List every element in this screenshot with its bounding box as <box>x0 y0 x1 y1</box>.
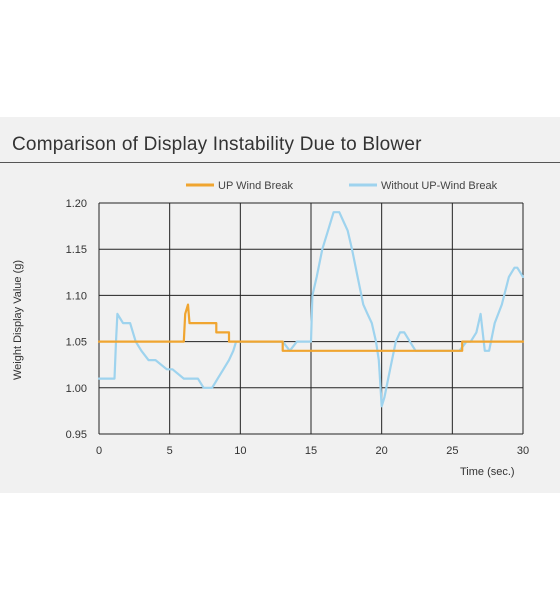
x-tick-label: 10 <box>234 445 246 457</box>
y-tick-label: 1.10 <box>66 290 87 302</box>
x-tick-label: 5 <box>167 445 173 457</box>
y-tick-label: 1.00 <box>66 383 87 395</box>
tick-labels: 0 5 10 15 20 25 30 1.20 1.15 1.10 1.05 1.00 0.95 <box>66 198 530 457</box>
legend: UP Wind Break Without UP-Wind Break <box>186 180 498 192</box>
y-tick-label: 1.15 <box>66 244 87 256</box>
legend-label-up-wind-break: UP Wind Break <box>218 180 293 192</box>
series-lines <box>97 211 525 408</box>
x-axis-label: Time (sec.) <box>460 466 515 478</box>
x-tick-label: 30 <box>517 445 529 457</box>
x-tick-label: 15 <box>305 445 317 457</box>
title-divider <box>0 162 560 163</box>
chart-title: Comparison of Display Instability Due to… <box>12 134 422 155</box>
y-tick-label: 1.05 <box>66 337 87 349</box>
y-axis-label: Weight Display Value (g) <box>12 260 24 380</box>
x-tick-label: 20 <box>376 445 388 457</box>
chart-panel <box>0 117 560 493</box>
y-tick-label: 1.20 <box>66 198 87 210</box>
legend-label-without-up-wind-break: Without UP-Wind Break <box>381 180 498 192</box>
grid <box>98 202 524 435</box>
x-tick-label: 25 <box>446 445 458 457</box>
y-tick-label: 0.95 <box>66 429 87 441</box>
x-tick-label: 0 <box>96 445 102 457</box>
series-line-up-wind-break <box>97 303 525 352</box>
